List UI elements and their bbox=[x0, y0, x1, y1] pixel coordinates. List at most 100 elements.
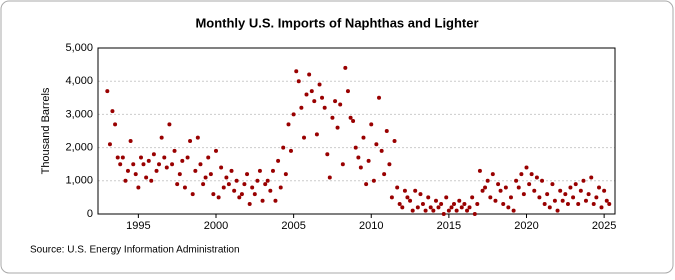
point bbox=[208, 172, 213, 177]
point bbox=[107, 142, 112, 147]
point bbox=[364, 182, 369, 187]
point bbox=[211, 192, 216, 197]
point bbox=[203, 175, 208, 180]
point bbox=[188, 138, 193, 143]
x-tick-label: 2025 bbox=[592, 220, 616, 232]
point bbox=[597, 185, 602, 190]
point bbox=[118, 162, 123, 167]
point bbox=[335, 125, 340, 130]
point bbox=[449, 205, 454, 210]
x-tick-label: 2000 bbox=[204, 220, 228, 232]
y-tick-label: 5,000 bbox=[65, 42, 93, 54]
point bbox=[441, 212, 446, 216]
point bbox=[213, 148, 218, 153]
point bbox=[400, 205, 405, 210]
point bbox=[558, 188, 563, 193]
point bbox=[330, 115, 335, 120]
point bbox=[392, 138, 397, 143]
point bbox=[426, 195, 431, 200]
point bbox=[170, 162, 175, 167]
point bbox=[154, 168, 159, 173]
point bbox=[537, 195, 542, 200]
point bbox=[369, 122, 374, 127]
point bbox=[206, 155, 211, 160]
point bbox=[519, 172, 524, 177]
point bbox=[511, 208, 516, 213]
point bbox=[159, 135, 164, 140]
point bbox=[586, 192, 591, 197]
point bbox=[333, 99, 338, 104]
point bbox=[594, 195, 599, 200]
point bbox=[563, 192, 568, 197]
point bbox=[578, 188, 583, 193]
frame bbox=[0, 0, 674, 274]
point bbox=[496, 182, 501, 187]
point bbox=[547, 205, 552, 210]
point bbox=[397, 202, 402, 207]
point bbox=[413, 188, 418, 193]
point bbox=[457, 198, 462, 203]
point bbox=[162, 155, 167, 160]
point bbox=[529, 172, 534, 177]
point bbox=[340, 162, 345, 167]
point bbox=[465, 208, 470, 213]
point bbox=[247, 202, 252, 207]
point bbox=[418, 192, 423, 197]
point bbox=[428, 205, 433, 210]
point bbox=[565, 202, 570, 207]
point bbox=[257, 168, 262, 173]
point bbox=[408, 198, 413, 203]
point bbox=[260, 198, 265, 203]
point bbox=[361, 135, 366, 140]
point bbox=[395, 185, 400, 190]
point bbox=[133, 172, 138, 177]
point bbox=[446, 208, 451, 213]
point bbox=[175, 182, 180, 187]
point bbox=[263, 182, 268, 187]
point bbox=[493, 198, 498, 203]
point bbox=[139, 155, 144, 160]
point bbox=[288, 148, 293, 153]
point bbox=[480, 188, 485, 193]
point bbox=[167, 122, 172, 127]
point bbox=[276, 158, 281, 163]
point bbox=[366, 158, 371, 163]
point bbox=[516, 185, 521, 190]
y-axis-label: Thousand Barrels bbox=[40, 87, 52, 174]
point bbox=[113, 122, 118, 127]
chart-title: Monthly U.S. Imports of Naphthas and Lig… bbox=[195, 15, 478, 30]
point bbox=[433, 198, 438, 203]
point bbox=[576, 202, 581, 207]
point bbox=[325, 152, 330, 157]
point bbox=[232, 188, 237, 193]
point bbox=[542, 202, 547, 207]
point bbox=[532, 188, 537, 193]
point bbox=[172, 148, 177, 153]
point bbox=[136, 185, 141, 190]
point bbox=[555, 208, 560, 213]
point bbox=[146, 158, 151, 163]
point bbox=[477, 168, 482, 173]
point bbox=[216, 195, 221, 200]
point bbox=[151, 152, 156, 157]
point bbox=[602, 188, 607, 193]
point bbox=[527, 182, 532, 187]
y-tick-label: 0 bbox=[87, 208, 93, 220]
point bbox=[322, 105, 327, 110]
point bbox=[501, 202, 506, 207]
point bbox=[268, 188, 273, 193]
point bbox=[444, 195, 449, 200]
point bbox=[185, 155, 190, 160]
point bbox=[503, 185, 508, 190]
point bbox=[540, 178, 545, 183]
point bbox=[128, 138, 133, 143]
point bbox=[234, 178, 239, 183]
point bbox=[483, 185, 488, 190]
point bbox=[508, 195, 513, 200]
point bbox=[521, 192, 526, 197]
point bbox=[182, 185, 187, 190]
point bbox=[317, 82, 322, 87]
x-tick-label: 1995 bbox=[126, 220, 150, 232]
point bbox=[177, 172, 182, 177]
